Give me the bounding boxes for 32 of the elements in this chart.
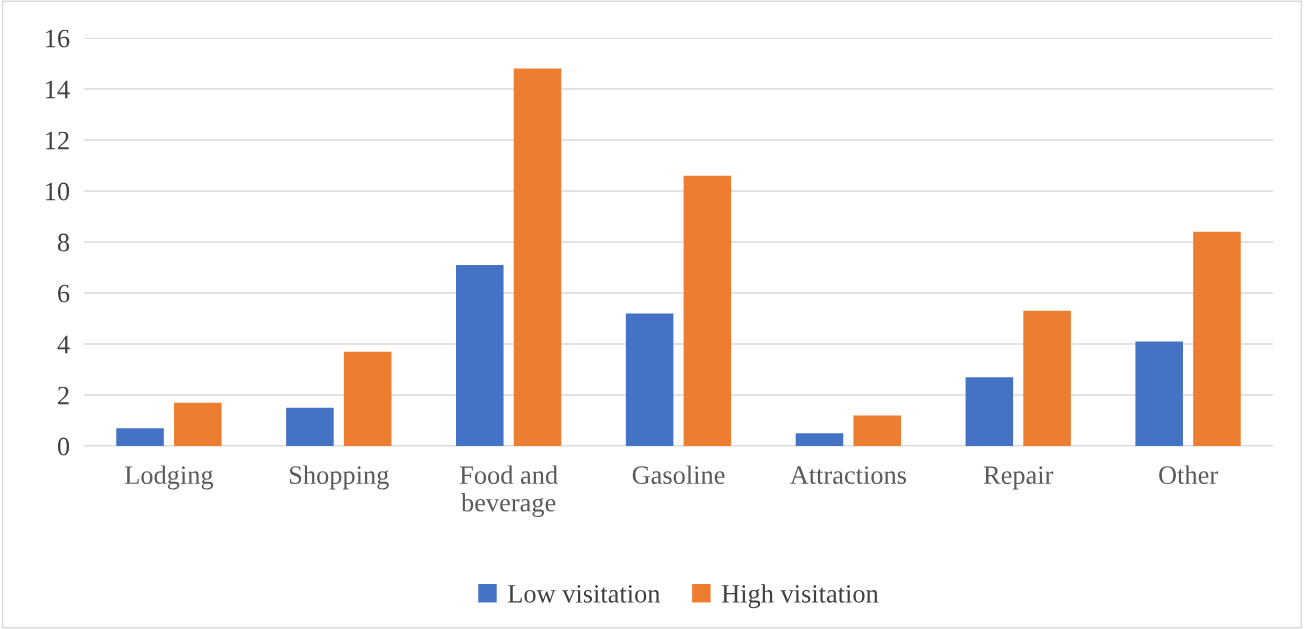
y-tick-label: 4 bbox=[57, 335, 70, 354]
bar bbox=[174, 402, 222, 446]
bar bbox=[853, 415, 902, 446]
x-tick-label: Food and beverage bbox=[459, 465, 558, 518]
bar bbox=[286, 407, 334, 446]
y-tick-label: 14 bbox=[46, 80, 70, 99]
bar bbox=[343, 351, 392, 446]
bar bbox=[625, 313, 674, 446]
bar bbox=[513, 68, 562, 446]
y-tick-label: 12 bbox=[46, 131, 69, 150]
x-tick-label: Gasoline bbox=[632, 465, 725, 485]
x-tick-label: Attractions bbox=[789, 466, 907, 485]
bar bbox=[683, 175, 732, 446]
x-tick-label: Repair bbox=[983, 466, 1054, 490]
x-tick-label: Shopping bbox=[289, 465, 389, 490]
x-tick-label: Lodging bbox=[124, 465, 214, 490]
legend-label: High visitation bbox=[721, 584, 879, 609]
bar bbox=[795, 433, 844, 446]
bar bbox=[116, 428, 164, 446]
y-tick-label: 10 bbox=[46, 182, 70, 201]
y-tick-label: 8 bbox=[57, 233, 70, 252]
bar bbox=[455, 264, 504, 446]
y-tick-label: 2 bbox=[58, 386, 69, 405]
x-tick-label: Other bbox=[1159, 465, 1218, 485]
legend-label: Low visitation bbox=[508, 584, 661, 603]
y-tick-label: 6 bbox=[58, 284, 70, 303]
bar bbox=[1023, 310, 1071, 446]
bar bbox=[965, 377, 1014, 446]
bar bbox=[1135, 341, 1183, 446]
y-tick-label: 0 bbox=[57, 437, 70, 456]
y-tick-label: 16 bbox=[46, 29, 70, 48]
bar bbox=[1193, 231, 1241, 446]
